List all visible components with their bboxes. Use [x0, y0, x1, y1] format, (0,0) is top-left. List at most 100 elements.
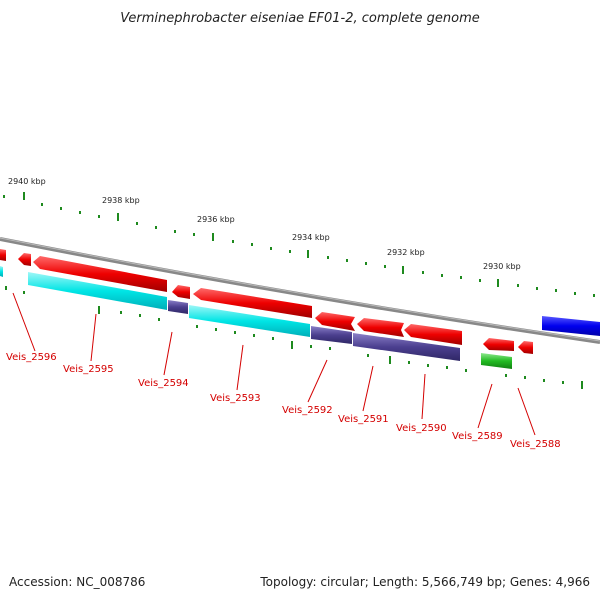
scale-labels: 2940 kbp 2938 kbp 2936 kbp 2934 kbp 2932…	[8, 177, 521, 271]
gene-arrow-offscreen[interactable]	[0, 249, 6, 261]
minor-tick	[155, 226, 157, 229]
scale-label: 2936 kbp	[197, 215, 235, 224]
gene-block-veis-2592[interactable]	[311, 326, 352, 344]
minor-tick	[574, 292, 576, 295]
callout-line	[307, 359, 328, 403]
accession-text: Accession: NC_008786	[9, 575, 145, 589]
minor-tick	[215, 328, 217, 331]
minor-tick	[272, 337, 274, 340]
minor-tick	[196, 325, 198, 328]
gene-callout-lines	[12, 292, 536, 436]
scale-label: 2932 kbp	[387, 248, 425, 257]
gene-label[interactable]: Veis_2588	[510, 439, 561, 450]
minor-tick	[270, 247, 272, 250]
minor-tick	[460, 276, 462, 279]
gene-arrow-veis-2590[interactable]	[404, 324, 462, 345]
scale-label: 2930 kbp	[483, 262, 521, 271]
gene-labels: Veis_2596 Veis_2595 Veis_2594 Veis_2593 …	[6, 352, 561, 450]
minor-tick	[408, 361, 410, 364]
gene-block-veis-2589[interactable]	[481, 353, 512, 369]
minor-tick	[384, 265, 386, 268]
gene-arrow-small[interactable]	[18, 253, 31, 266]
gene-arrow-veis-2588[interactable]	[518, 341, 533, 354]
gene-label[interactable]: Veis_2594	[138, 378, 189, 389]
genome-backbone	[0, 237, 600, 344]
minor-tick	[329, 347, 331, 350]
minor-tick	[479, 279, 481, 282]
scale-label: 2940 kbp	[8, 177, 46, 186]
minor-tick	[310, 345, 312, 348]
gene-arrow-veis-2595-region[interactable]	[33, 256, 167, 292]
minor-tick	[5, 286, 7, 290]
minor-tick	[367, 354, 369, 357]
gene-arrow-veis-2592[interactable]	[315, 312, 355, 331]
gene-arrow-veis-2593[interactable]	[193, 288, 312, 318]
gene-arrow-blue[interactable]	[542, 316, 600, 336]
minor-tick	[120, 311, 122, 314]
minor-tick	[524, 376, 526, 379]
minor-tick	[446, 366, 448, 369]
gene-label[interactable]: Veis_2595	[63, 364, 114, 375]
gene-label[interactable]: Veis_2589	[452, 431, 503, 442]
scale-label: 2938 kbp	[102, 196, 140, 205]
minor-tick	[422, 271, 424, 274]
minor-tick	[365, 262, 367, 265]
gene-arrow-veis-2594[interactable]	[172, 285, 190, 299]
callout-line	[12, 292, 36, 352]
minor-tick	[441, 274, 443, 277]
minor-tick	[543, 379, 545, 382]
minor-tick	[158, 318, 160, 321]
callout-line	[362, 365, 374, 412]
inner-ticks	[5, 286, 583, 389]
map-title: Verminephrobacter eiseniae EF01-2, compl…	[120, 11, 479, 26]
minor-tick	[562, 381, 564, 384]
genome-backbone-highlight	[0, 237, 600, 342]
gene-arrow-veis-2589[interactable]	[483, 338, 514, 351]
gene-label[interactable]: Veis_2591	[338, 414, 389, 425]
reverse-strand-genes	[0, 266, 512, 369]
minor-tick	[505, 374, 507, 377]
minor-tick	[98, 215, 100, 218]
minor-tick	[465, 369, 467, 372]
callout-line	[163, 331, 173, 376]
minor-tick	[41, 203, 43, 206]
minor-tick	[427, 364, 429, 367]
genome-summary-text: Topology: circular; Length: 5,566,749 bp…	[259, 575, 590, 589]
scale-label: 2934 kbp	[292, 233, 330, 242]
minor-tick	[593, 294, 595, 297]
gene-label[interactable]: Veis_2593	[210, 393, 261, 404]
gene-block-veis-2591-2590[interactable]	[353, 333, 460, 361]
gene-block-cyan-offscreen[interactable]	[0, 266, 3, 277]
minor-tick	[517, 284, 519, 287]
minor-tick	[253, 334, 255, 337]
minor-tick	[536, 287, 538, 290]
scale-minor-ticks	[3, 195, 595, 297]
callout-line	[517, 387, 536, 436]
gene-label[interactable]: Veis_2592	[282, 405, 333, 416]
gene-label[interactable]: Veis_2596	[6, 352, 57, 363]
minor-tick	[327, 256, 329, 259]
major-tick	[389, 356, 391, 364]
minor-tick	[346, 259, 348, 262]
minor-tick	[193, 233, 195, 236]
minor-tick	[139, 314, 141, 317]
minor-tick	[60, 207, 62, 210]
gene-block-veis-2594[interactable]	[168, 300, 188, 314]
minor-tick	[174, 230, 176, 233]
gene-arrow-veis-2591[interactable]	[357, 318, 404, 337]
gene-block-veis-2593[interactable]	[189, 305, 310, 337]
minor-tick	[289, 250, 291, 253]
callout-line	[90, 313, 97, 362]
gene-block-veis-2595[interactable]	[28, 272, 167, 310]
minor-tick	[3, 195, 5, 198]
gene-label[interactable]: Veis_2590	[396, 423, 447, 434]
minor-tick	[79, 211, 81, 214]
minor-tick	[234, 331, 236, 334]
major-tick	[98, 306, 100, 314]
minor-tick	[136, 222, 138, 225]
minor-tick	[251, 243, 253, 246]
major-tick	[291, 341, 293, 349]
minor-tick	[555, 289, 557, 292]
callout-line	[477, 383, 493, 429]
